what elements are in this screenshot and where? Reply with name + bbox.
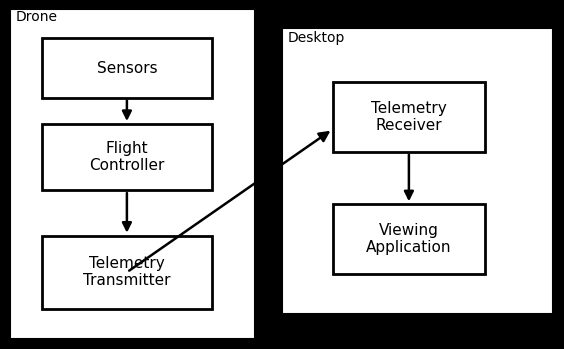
Bar bbox=[42, 38, 212, 98]
Text: Sensors: Sensors bbox=[96, 61, 157, 75]
Text: Desktop: Desktop bbox=[288, 31, 345, 45]
Bar bbox=[42, 124, 212, 190]
Text: Viewing
Application: Viewing Application bbox=[366, 223, 452, 255]
Text: Drone: Drone bbox=[16, 10, 58, 24]
Text: Flight
Controller: Flight Controller bbox=[89, 141, 165, 173]
Bar bbox=[282, 28, 553, 314]
Bar bbox=[42, 236, 212, 309]
Text: Telemetry
Transmitter: Telemetry Transmitter bbox=[83, 256, 171, 288]
Bar bbox=[333, 204, 485, 274]
Bar bbox=[10, 9, 255, 339]
Bar bbox=[333, 82, 485, 152]
Text: Telemetry
Receiver: Telemetry Receiver bbox=[371, 101, 447, 133]
